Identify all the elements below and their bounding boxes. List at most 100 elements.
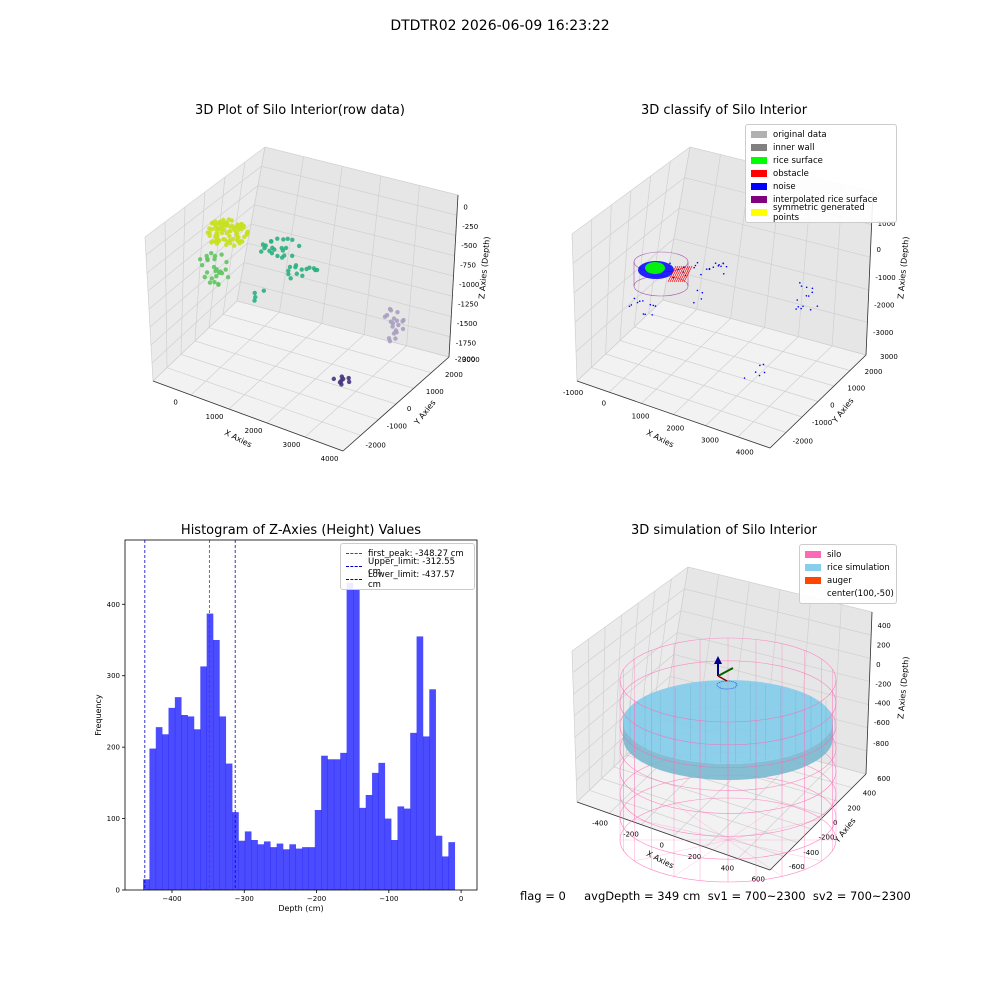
p2-noise-point xyxy=(805,286,808,289)
p2-noise-point xyxy=(633,297,636,300)
p2-noise-point xyxy=(811,291,814,294)
p1-point xyxy=(232,227,237,233)
panel-1-title: 3D Plot of Silo Interior(row data) xyxy=(195,103,405,118)
hist-bar xyxy=(200,666,207,890)
hist-bar xyxy=(384,818,392,890)
legend-label: original data xyxy=(773,129,827,140)
p1-point xyxy=(279,255,285,260)
p4-grid-z xyxy=(572,588,872,673)
p1-point xyxy=(400,319,405,324)
p1-point xyxy=(279,245,284,251)
p1-point xyxy=(252,298,257,303)
p4-x-tick-label: 200 xyxy=(688,853,701,861)
p2-noise-point xyxy=(743,377,746,379)
legend-item: original data xyxy=(751,128,891,141)
p4-x-axis-label: X Axies xyxy=(645,849,675,870)
legend-label: rice surface xyxy=(773,155,823,166)
p1-y-axis-line xyxy=(342,356,450,452)
p2-x-tick-label: 2000 xyxy=(666,425,684,433)
hist-bar xyxy=(327,759,335,890)
p4-y-tick-label: -200 xyxy=(819,833,835,841)
hist-x-tick-label: −400 xyxy=(162,895,181,903)
p2-noise-point xyxy=(682,271,684,273)
p1-z-tick-label: -1000 xyxy=(459,281,479,289)
hist-frame xyxy=(124,539,478,891)
hist-bar xyxy=(302,847,309,890)
hist-bar xyxy=(435,835,443,890)
p2-noise-point xyxy=(725,265,728,268)
p1-point xyxy=(304,266,309,272)
p2-obstacle-line xyxy=(669,265,679,283)
p1-point xyxy=(214,231,219,236)
legend-item: inner wall xyxy=(751,141,891,154)
p1-point xyxy=(245,229,251,234)
hist-y-tick-label: 100 xyxy=(107,815,120,823)
p2-noise-point xyxy=(802,305,804,308)
p1-grid-z xyxy=(150,262,452,346)
p1-point xyxy=(384,313,390,318)
p2-noise-point xyxy=(701,291,704,294)
p2-noise-point xyxy=(722,272,725,275)
p4-y-tick-label: 600 xyxy=(877,775,890,783)
legend-label: obstacle xyxy=(773,168,809,179)
p1-point xyxy=(197,257,203,262)
legend-swatch xyxy=(751,183,767,190)
p2-noise-point xyxy=(796,299,799,301)
p2-noise-point xyxy=(754,371,757,373)
panel-2-title: 3D classify of Silo Interior xyxy=(640,103,808,118)
p2-grid-z xyxy=(573,207,871,294)
p1-point xyxy=(212,253,218,259)
p1-point xyxy=(290,237,295,242)
hist-bar xyxy=(391,840,398,890)
p1-y-tick-label: -1000 xyxy=(387,423,407,431)
silo-floor-spoke xyxy=(727,803,783,841)
p2-left-pane xyxy=(572,147,690,381)
p4-z-tick-label: 0 xyxy=(876,661,880,669)
p1-grid-z xyxy=(151,281,451,364)
legend-label: symmetric generated points xyxy=(773,202,865,223)
p2-obstacle-line xyxy=(673,265,683,283)
p2-noise-point xyxy=(809,308,812,311)
legend-item: obstacle xyxy=(751,167,891,180)
p1-x-tick-label: 1000 xyxy=(206,413,224,421)
silo-floor-spoke xyxy=(673,803,729,841)
p1-point xyxy=(287,264,293,270)
hist-bar xyxy=(238,840,246,890)
p2-obstacle-line xyxy=(683,265,693,283)
p2-noise-point xyxy=(684,274,687,277)
p2-floor-pane xyxy=(577,300,866,448)
p2-noise-point xyxy=(714,262,717,264)
hist-bar xyxy=(378,762,386,890)
p4-z-tick-label: -800 xyxy=(873,740,889,748)
p1-point xyxy=(393,336,398,341)
hist-bar xyxy=(263,841,271,890)
p2-noise-point xyxy=(722,262,724,264)
p1-point xyxy=(219,271,225,276)
p4-grid-z xyxy=(573,610,871,695)
p1-point xyxy=(289,253,295,259)
p1-grid-z xyxy=(147,204,455,292)
p1-y-tick-label: 2000 xyxy=(445,371,463,379)
p1-point xyxy=(207,226,212,231)
figure-title: DTDTR02 2026-06-09 16:23:22 xyxy=(390,18,610,34)
p1-point xyxy=(346,379,352,385)
hist-x-tick-label: −300 xyxy=(235,895,254,903)
p2-noise-point xyxy=(712,266,715,269)
p2-obstacle-line xyxy=(671,265,681,283)
hist-bar xyxy=(206,613,214,890)
p1-point xyxy=(253,294,258,300)
p2-noise-point xyxy=(652,304,655,307)
p1-point xyxy=(224,259,229,265)
p2-obstacle-line xyxy=(675,265,685,283)
p1-point xyxy=(268,238,274,244)
p2-grid-z xyxy=(574,238,869,323)
p4-z-tick-label: -600 xyxy=(874,719,890,727)
hist-bar xyxy=(213,640,220,890)
hist-bar xyxy=(308,847,316,890)
legend-line-swatch xyxy=(346,566,362,567)
legend-swatch xyxy=(751,157,767,164)
p1-point xyxy=(283,245,289,251)
p1-point xyxy=(285,236,290,241)
